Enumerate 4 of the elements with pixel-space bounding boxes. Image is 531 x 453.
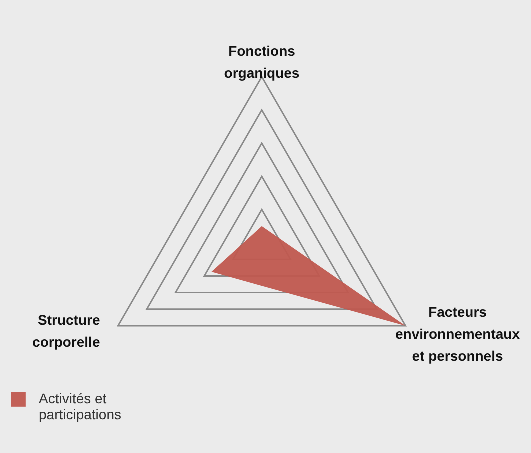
legend-label: Activités et participations <box>39 390 122 422</box>
spoke-label: Structure corporelle <box>32 312 100 350</box>
spoke-label: Facteurs environnementaux et personnels <box>396 304 520 364</box>
spoke-label: Fonctions organiques <box>224 43 300 81</box>
